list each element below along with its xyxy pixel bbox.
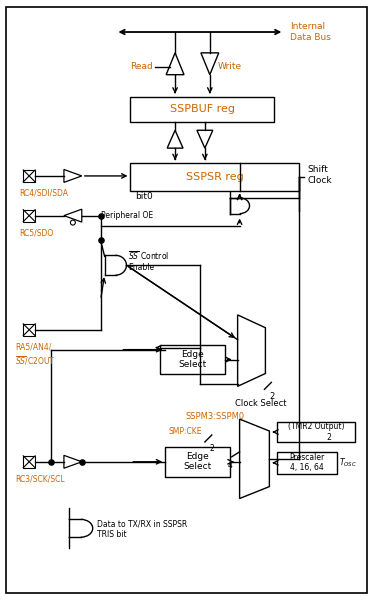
Text: Peripheral OE: Peripheral OE [101,211,153,220]
Text: Data to TX/RX in SSPSR: Data to TX/RX in SSPSR [97,520,187,529]
Bar [165,447,230,476]
Polygon shape [64,455,82,468]
Bar [23,170,35,182]
Text: Edge
Select: Edge Select [183,452,211,472]
Text: 4: 4 [228,461,233,470]
Text: Clock Select: Clock Select [235,399,286,408]
Polygon shape [239,419,269,499]
Text: TRIS bit: TRIS bit [97,530,126,539]
Polygon shape [167,130,183,148]
Text: RC4/SDI/SDA: RC4/SDI/SDA [19,189,68,198]
Polygon shape [201,53,219,74]
Text: (TMR2 Output)
           2: (TMR2 Output) 2 [288,422,344,442]
Text: RC5/SDO: RC5/SDO [19,229,53,238]
Text: SSPSR reg: SSPSR reg [186,172,244,182]
Bar [131,163,299,191]
Circle shape [70,220,75,225]
Polygon shape [104,256,126,275]
Text: bit0: bit0 [135,192,153,201]
Bar [23,324,35,336]
Bar [277,452,337,473]
Text: Prescaler
4, 16, 64: Prescaler 4, 16, 64 [289,453,325,472]
Text: Edge
Select: Edge Select [178,350,207,369]
Text: RC3/SCK/SCL: RC3/SCK/SCL [15,475,65,484]
Text: 2: 2 [210,444,214,453]
Bar [277,422,355,442]
Polygon shape [238,315,266,386]
Polygon shape [64,209,82,222]
Bar [23,456,35,468]
Text: 2: 2 [269,392,275,401]
Text: SSPBUF reg: SSPBUF reg [170,104,235,115]
Bar [23,209,35,221]
Text: SSPM3:SSPM0: SSPM3:SSPM0 [185,412,244,421]
Polygon shape [197,130,213,148]
Text: RA5/AN4/
$\overline{SS}$/C2OUT: RA5/AN4/ $\overline{SS}$/C2OUT [15,343,56,367]
Polygon shape [230,198,250,214]
Text: Internal
Data Bus: Internal Data Bus [290,22,331,42]
Polygon shape [64,169,82,182]
Polygon shape [69,520,93,537]
Bar [131,97,274,122]
Text: SMP:CKE: SMP:CKE [168,427,202,436]
Polygon shape [166,53,184,74]
Text: Read: Read [131,62,153,71]
Bar [160,344,225,374]
Text: Shift
Clock: Shift Clock [307,165,332,185]
Text: $\overline{SS}$ Control
Enable: $\overline{SS}$ Control Enable [128,248,170,272]
Text: Write: Write [218,62,242,71]
Text: $T_{OSC}$: $T_{OSC}$ [339,457,357,469]
